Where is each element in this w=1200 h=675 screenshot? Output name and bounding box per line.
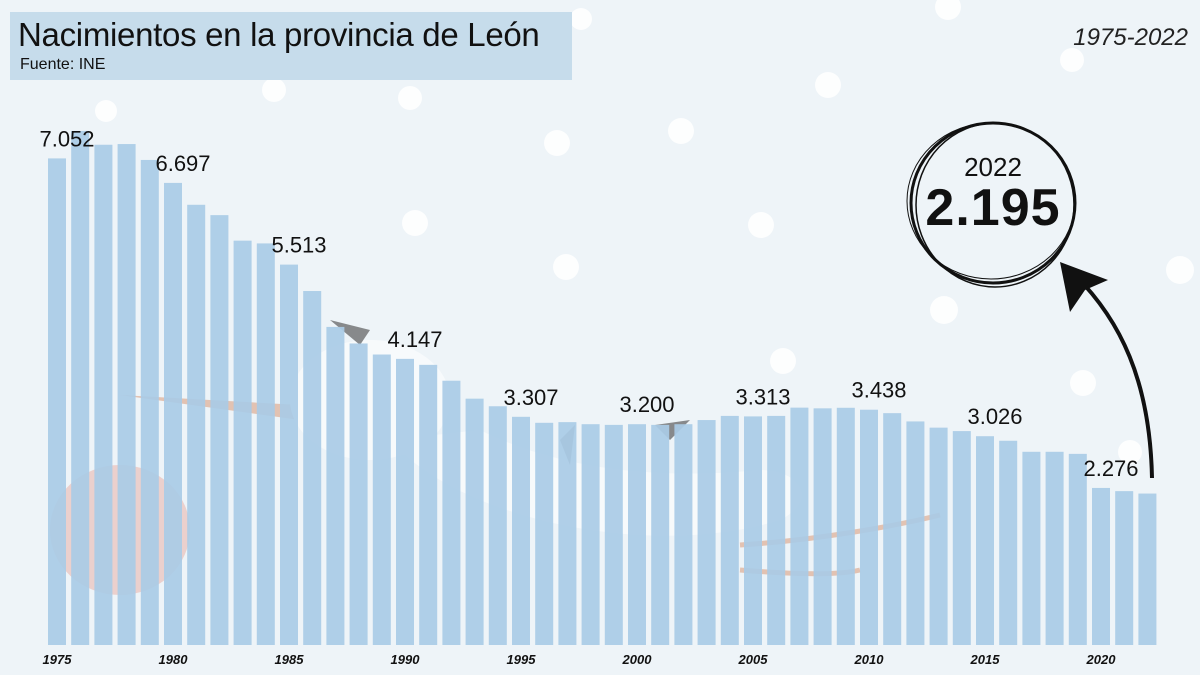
bar-1992	[442, 380, 461, 645]
value-label-1985: 5.513	[271, 233, 326, 258]
background-dot	[553, 254, 579, 280]
bar-2021	[1115, 491, 1134, 645]
bar-2014	[952, 431, 971, 645]
bar-2002	[674, 424, 693, 645]
bar-1994	[488, 406, 507, 645]
background-dot	[95, 100, 117, 122]
bar-1997	[558, 422, 577, 645]
background-dot	[262, 78, 286, 102]
background-dot	[544, 130, 570, 156]
bar-1977	[94, 144, 113, 645]
bar-1985	[280, 264, 298, 645]
bar-1981	[187, 204, 206, 645]
bar-1975	[48, 158, 66, 646]
value-label-2010: 3.438	[851, 378, 906, 403]
bar-2010	[860, 409, 878, 645]
bar-1991	[419, 364, 438, 645]
background-dot	[1060, 48, 1084, 72]
value-label-1995: 3.307	[503, 385, 558, 410]
bar-1984	[256, 243, 275, 646]
bar-1979	[140, 159, 159, 645]
x-tick-2015: 2015	[970, 652, 1001, 667]
value-label-1990: 4.147	[387, 327, 442, 352]
x-tick-2010: 2010	[854, 652, 885, 667]
bar-2019	[1068, 453, 1087, 645]
bar-1998	[581, 424, 600, 645]
bar-2003	[697, 420, 716, 645]
x-tick-1990: 1990	[391, 652, 421, 667]
x-tick-1985: 1985	[275, 652, 305, 667]
bar-2004	[720, 415, 739, 645]
bar-2011	[883, 413, 902, 645]
callout-year: 2022	[964, 152, 1022, 182]
chart-title: Nacimientos en la provincia de León	[18, 16, 540, 53]
background-dot	[1118, 440, 1142, 464]
bar-2005	[744, 416, 762, 645]
bar-1976	[71, 130, 90, 645]
bar-1990	[396, 358, 414, 645]
bar-1988	[349, 343, 368, 645]
value-label-2020: 2.276	[1083, 456, 1138, 481]
value-label-2005: 3.313	[735, 384, 790, 409]
background-dot	[398, 86, 422, 110]
bar-1980	[164, 182, 182, 646]
background-dot	[748, 212, 774, 238]
arrow-to-callout	[1060, 262, 1154, 479]
background-dot	[770, 348, 796, 374]
value-label-1980: 6.697	[155, 151, 210, 176]
bar-2007	[790, 407, 809, 645]
year-range: 1975-2022	[1073, 24, 1188, 51]
value-label-2015: 3.026	[967, 404, 1022, 429]
value-label-1975: 7.052	[39, 126, 94, 151]
bar-2012	[906, 421, 925, 645]
bar-1986	[303, 291, 322, 645]
bar-1983	[233, 240, 252, 645]
bar-1989	[372, 354, 391, 645]
bar-1987	[326, 326, 345, 645]
chart-source: Fuente: INE	[20, 56, 106, 73]
bar-1995	[512, 416, 530, 645]
bar-2015	[976, 436, 994, 645]
x-tick-1995: 1995	[507, 652, 537, 667]
x-tick-2005: 2005	[738, 652, 769, 667]
background-dot	[935, 0, 961, 20]
value-label-2000: 3.200	[619, 392, 674, 417]
background-dot	[1070, 370, 1096, 396]
bar-2020	[1092, 487, 1110, 645]
bar-1978	[117, 144, 136, 645]
background-dot	[815, 72, 841, 98]
bar-2009	[836, 407, 855, 645]
background-dot	[402, 210, 428, 236]
title-box	[10, 12, 572, 80]
background-dot	[1166, 256, 1194, 284]
bar-1996	[535, 422, 554, 645]
callout-value: 2.195	[925, 179, 1061, 237]
bar-2016	[999, 440, 1018, 645]
x-tick-1980: 1980	[159, 652, 189, 667]
bar-2018	[1045, 451, 1064, 645]
background-dot	[668, 118, 694, 144]
x-tick-2000: 2000	[622, 652, 653, 667]
bar-2008	[813, 408, 832, 645]
bar-1982	[210, 215, 229, 645]
bar-2000	[628, 424, 646, 645]
x-tick-1975: 1975	[43, 652, 73, 667]
background-dot	[570, 8, 592, 30]
bar-1993	[465, 398, 484, 645]
bar-2022	[1138, 493, 1157, 645]
bar-2001	[651, 424, 670, 645]
bar-2006	[767, 415, 786, 645]
background-dot	[930, 296, 958, 324]
x-tick-2020: 2020	[1086, 652, 1117, 667]
bar-2013	[929, 427, 948, 645]
bar-2017	[1022, 451, 1041, 645]
callout-circle	[906, 121, 1077, 288]
bar-1999	[604, 424, 623, 645]
